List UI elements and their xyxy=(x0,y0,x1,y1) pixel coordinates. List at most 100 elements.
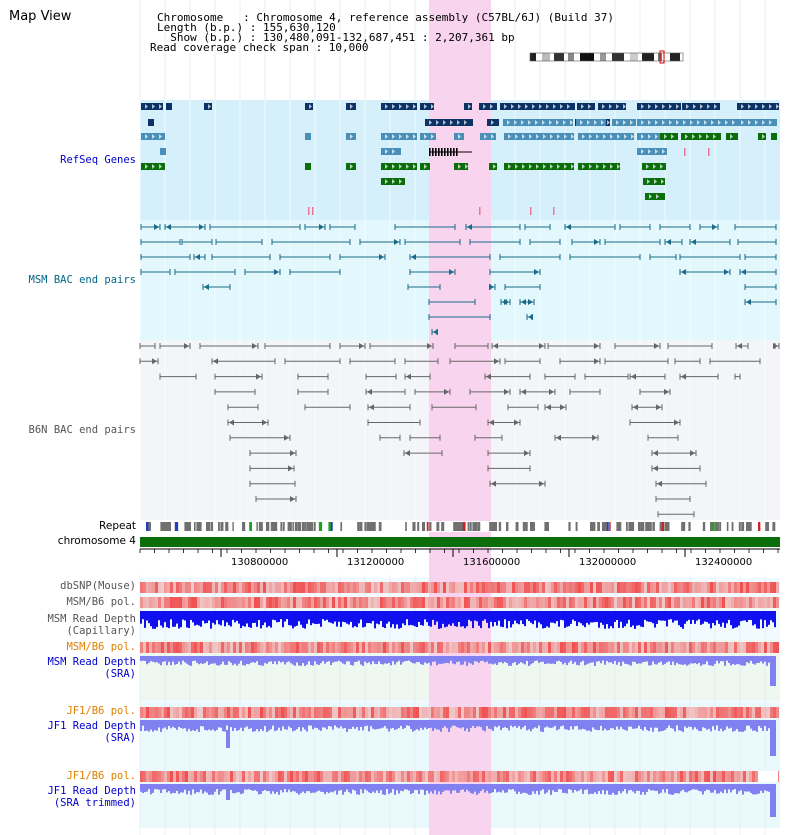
read-depth-bar xyxy=(768,784,770,792)
refseq-genes-label[interactable]: RefSeq Genes xyxy=(60,154,136,166)
polymorphism-cell xyxy=(500,582,503,593)
polymorphism-cell xyxy=(314,582,317,593)
b6n-bac-end-pairs-label[interactable]: B6N BAC end pairs xyxy=(28,424,136,436)
polymorphism-cell xyxy=(326,771,329,782)
repeat-element xyxy=(472,522,476,531)
read-depth-bar xyxy=(314,784,316,793)
read-depth-bar xyxy=(358,720,360,731)
read-depth-bar xyxy=(688,720,690,727)
read-depth-bar xyxy=(268,784,270,792)
bac-end-arrow xyxy=(486,373,491,380)
read-depth-bar xyxy=(572,656,574,664)
read-depth-bar xyxy=(422,656,424,665)
repeat-element xyxy=(616,522,620,531)
polymorphism-cell xyxy=(665,707,668,718)
read-depth-bar xyxy=(510,720,512,726)
polymorphism-cell xyxy=(695,707,698,718)
read-depth-bar xyxy=(352,720,354,727)
polymorphism-cell xyxy=(557,582,560,593)
read-depth-bar xyxy=(578,656,580,666)
polymorphism-cell xyxy=(419,582,422,593)
read-depth-bar xyxy=(174,656,176,665)
polymorphism-cell xyxy=(545,597,548,608)
polymorphism-cell xyxy=(674,771,677,782)
polymorphism-cell xyxy=(398,582,401,593)
polymorphism-cell xyxy=(695,597,698,608)
read-depth-bar xyxy=(668,611,670,620)
polymorphism-cell xyxy=(179,642,182,653)
read-depth-bar xyxy=(636,720,638,729)
read-depth-bar xyxy=(532,720,534,729)
repeat-element xyxy=(249,522,252,531)
polymorphism-cell xyxy=(314,707,317,718)
msm-bac-end-pairs-label[interactable]: MSM BAC end pairs xyxy=(28,274,136,286)
read-depth-bar xyxy=(628,611,630,620)
read-depth-bar xyxy=(294,611,296,627)
polymorphism-cell xyxy=(206,642,209,653)
polymorphism-cell xyxy=(407,771,410,782)
polymorphism-cell xyxy=(257,707,260,718)
read-depth-bar xyxy=(714,611,716,626)
read-depth-bar xyxy=(360,784,362,790)
polymorphism-cell xyxy=(482,582,485,593)
read-depth-bar xyxy=(602,656,604,661)
polymorphism-cell xyxy=(392,597,395,608)
read-depth-bar xyxy=(340,784,342,790)
read-depth-bar xyxy=(200,720,202,727)
bac-end-arrow xyxy=(528,314,533,320)
read-depth-bar xyxy=(296,784,298,794)
read-depth-bar xyxy=(620,720,622,727)
read-depth-bar xyxy=(198,656,200,665)
read-depth-bar xyxy=(402,784,404,792)
gene-strand-arrow xyxy=(413,134,416,139)
repeat-element xyxy=(714,522,719,531)
read-depth-bar xyxy=(530,784,532,795)
bac-end-arrow xyxy=(489,284,494,290)
read-depth-bar xyxy=(440,720,442,732)
gene-strand-arrow xyxy=(661,179,664,184)
polymorphism-cell xyxy=(320,642,323,653)
polymorphism-cell xyxy=(743,582,746,593)
polymorphism-cell xyxy=(329,582,332,593)
polymorphism-cell xyxy=(671,642,674,653)
read-depth-bar xyxy=(458,656,460,662)
polymorphism-cell xyxy=(182,771,185,782)
read-depth-bar xyxy=(190,656,192,666)
gene-strand-arrow xyxy=(529,134,532,139)
polymorphism-cell xyxy=(776,582,779,593)
polymorphism-cell xyxy=(680,642,683,653)
read-depth-bar xyxy=(362,720,364,731)
gene-strand-arrow xyxy=(718,120,721,125)
polymorphism-cell xyxy=(671,597,674,608)
polymorphism-cell xyxy=(431,771,434,782)
repeat-element xyxy=(748,522,752,531)
polymorphism-cell xyxy=(491,642,494,653)
polymorphism-cell xyxy=(281,597,284,608)
read-depth-bar xyxy=(430,784,432,792)
polymorphism-cell xyxy=(242,582,245,593)
polymorphism-cell xyxy=(590,582,593,593)
repeat-element xyxy=(258,522,262,531)
gene-feature xyxy=(645,193,665,200)
read-depth-bar xyxy=(450,784,452,794)
polymorphism-cell xyxy=(305,642,308,653)
read-depth-bar xyxy=(658,611,660,621)
read-depth-bar xyxy=(482,656,484,661)
read-depth-bar xyxy=(338,656,340,661)
read-depth-bar xyxy=(320,784,322,792)
read-depth-bar xyxy=(210,784,212,795)
read-depth-bar xyxy=(404,784,406,790)
read-depth-bar xyxy=(690,784,692,791)
read-depth-bar xyxy=(152,611,154,629)
read-depth-bar xyxy=(606,656,608,662)
read-depth-bar xyxy=(222,784,224,790)
read-depth-bar xyxy=(218,611,220,625)
polymorphism-cell xyxy=(251,771,254,782)
polymorphism-cell xyxy=(305,771,308,782)
read-depth-bar xyxy=(244,784,246,790)
read-depth-bar xyxy=(566,784,568,794)
repeat-element xyxy=(741,522,745,531)
read-depth-bar xyxy=(612,611,614,629)
polymorphism-cell xyxy=(161,642,164,653)
